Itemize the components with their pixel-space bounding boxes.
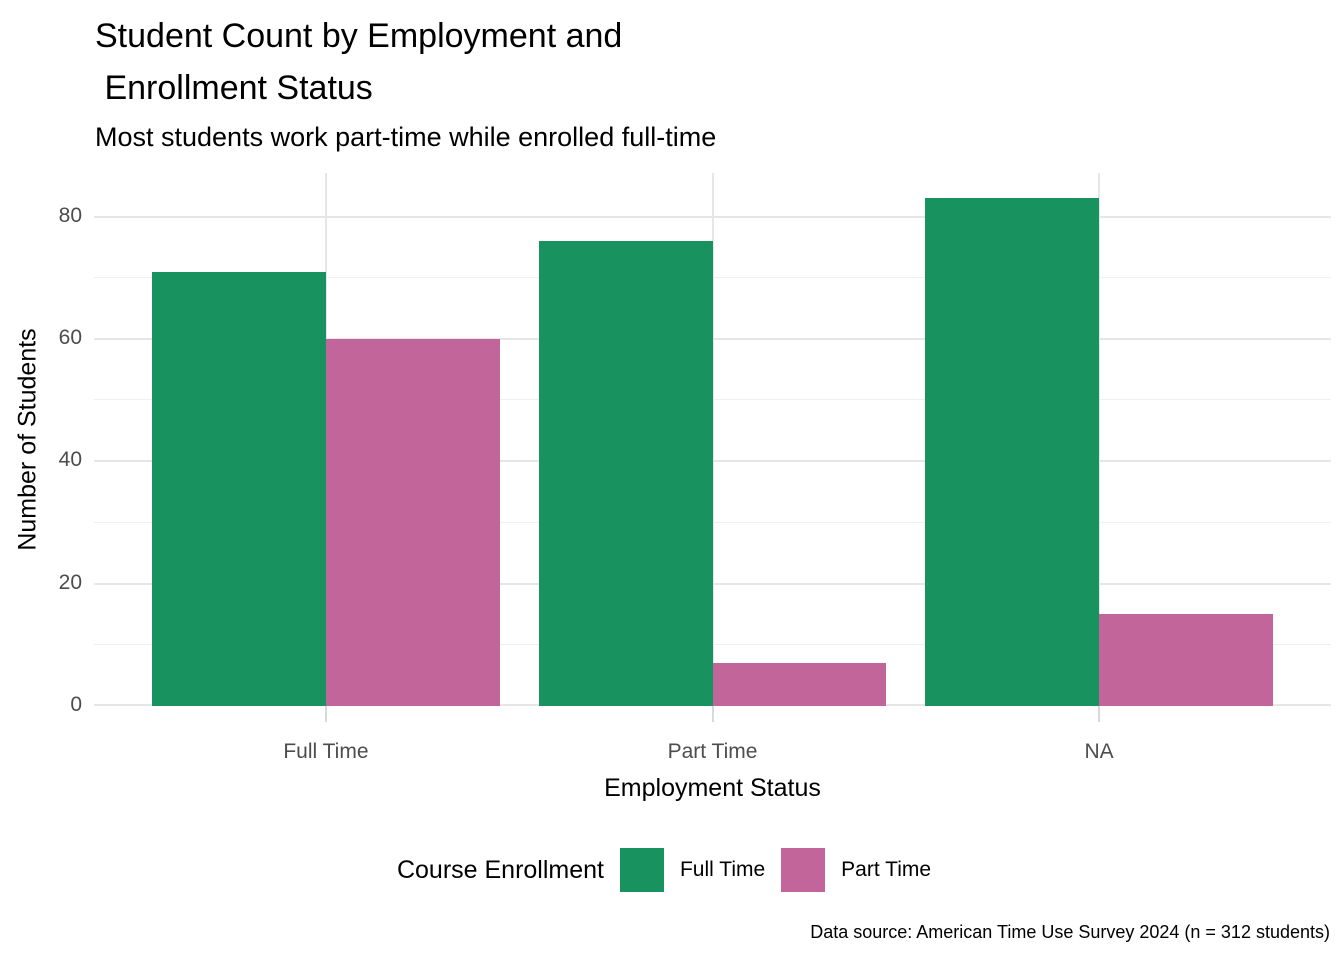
y-tick-label-40: 40 bbox=[58, 448, 82, 472]
legend-swatch-part-time bbox=[781, 848, 826, 892]
chart-subtitle: Most students work part-time while enrol… bbox=[95, 122, 717, 152]
bar-na-part-time bbox=[1099, 614, 1274, 706]
y-tick-label-80: 80 bbox=[58, 203, 82, 227]
x-axis-tick-full-time bbox=[324, 706, 327, 722]
x-axis-tick-part-time bbox=[711, 706, 714, 722]
legend: Course Enrollment Full Time Part Time bbox=[0, 845, 1344, 895]
gridline-vertical-na bbox=[1098, 173, 1101, 706]
plot-panel bbox=[94, 173, 1331, 706]
legend-item-full-time: Full Time bbox=[619, 848, 766, 892]
bar-na-full-time bbox=[925, 198, 1100, 706]
x-axis-title: Employment Status bbox=[604, 774, 821, 802]
y-tick-label-60: 60 bbox=[58, 326, 82, 350]
bar-part-time-part-time bbox=[712, 663, 887, 706]
chart-title: Student Count by Employment and Enrollme… bbox=[95, 17, 623, 107]
y-tick-label-20: 20 bbox=[58, 570, 82, 594]
gridline-vertical-part-time bbox=[711, 173, 714, 706]
data-source-caption: Data source: American Time Use Survey 20… bbox=[810, 922, 1330, 942]
bar-full-time-full-time bbox=[151, 271, 326, 706]
legend-label-full-time: Full Time bbox=[679, 858, 766, 881]
y-tick-label-0: 0 bbox=[70, 693, 82, 716]
x-axis-tick-na bbox=[1098, 706, 1101, 722]
legend-swatch-full-time bbox=[619, 848, 664, 892]
bar-part-time-full-time bbox=[538, 241, 713, 706]
x-tick-label-full-time: Full Time bbox=[283, 740, 369, 763]
legend-title: Course Enrollment bbox=[396, 855, 604, 884]
legend-item-part-time: Part Time bbox=[781, 848, 931, 892]
bar-full-time-part-time bbox=[325, 339, 500, 706]
x-tick-label-na: NA bbox=[1084, 740, 1114, 763]
legend-label-part-time: Part Time bbox=[841, 858, 932, 881]
x-tick-label-part-time: Part Time bbox=[667, 740, 758, 763]
